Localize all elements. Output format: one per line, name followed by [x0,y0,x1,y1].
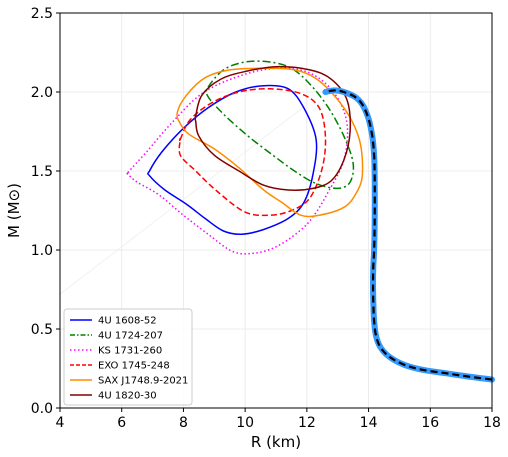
y-axis-label: M (M⊙) [5,183,23,238]
mass-radius-curve-group [322,87,495,383]
legend: 4U 1608-52 4U 1724-207 KS 1731-260 EXO 1745… [63,308,193,406]
y-tick-label: 2.0 [31,85,53,101]
x-tick-label: 8 [179,415,188,431]
legend-box [63,308,193,406]
mr-curve-dashed [325,89,493,381]
contour-2 [125,67,349,255]
x-axis-label: R (km) [251,433,301,451]
contour-4 [176,67,364,218]
faint-line [59,104,308,295]
x-tick-label: 6 [117,415,126,431]
faint-diagonal-line [59,104,308,295]
x-tick-label: 12 [298,415,316,431]
contour-1 [205,60,355,190]
x-tick-label: 18 [483,415,501,431]
legend-label: KS 1731-260 [98,346,162,357]
legend-label: 4U 1820-30 [98,391,157,402]
plot-frame [59,12,493,409]
x-tick-label: 16 [421,415,439,431]
y-axis-ticks: 0.0 0.5 1.0 1.5 2.0 2.5 [31,6,60,417]
legend-label: EXO 1745-248 [98,361,170,372]
contour-5 [194,65,352,191]
y-tick-label: 0.0 [31,401,53,417]
contour-group [125,60,364,255]
legend-label: 4U 1724-207 [98,331,163,342]
y-tick-label: 2.5 [31,6,53,22]
y-tick-label: 1.5 [31,164,53,180]
contour-0 [146,84,318,236]
contour-3 [178,88,327,217]
legend-label: 4U 1608-52 [98,316,157,327]
legend-label: SAX J1748.9-2021 [98,376,188,387]
y-tick-label: 0.5 [31,322,53,338]
x-tick-label: 10 [236,415,254,431]
y-tick-label: 1.0 [31,243,53,259]
x-axis-ticks: 4 6 8 10 12 14 16 18 [56,408,501,431]
x-tick-label: 4 [56,415,65,431]
x-tick-label: 14 [360,415,378,431]
